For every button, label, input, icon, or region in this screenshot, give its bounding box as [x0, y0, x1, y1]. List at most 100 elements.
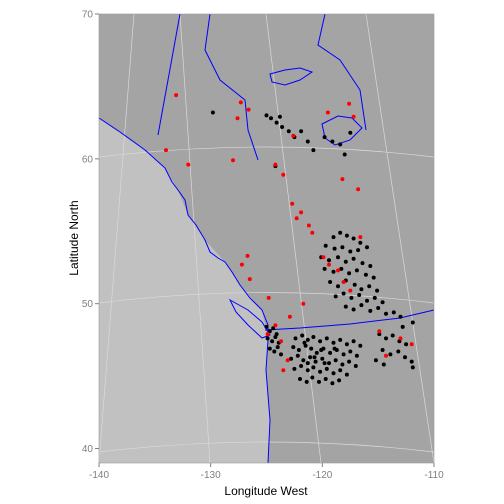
x-tick-label: -140	[89, 470, 109, 481]
data-point-black	[302, 340, 307, 345]
data-point-black	[398, 314, 403, 319]
data-point-red	[351, 114, 356, 119]
data-point-black	[318, 369, 323, 374]
data-point-black	[372, 295, 377, 300]
data-point-black	[327, 361, 331, 366]
data-point-black	[348, 130, 353, 135]
data-point-red	[273, 162, 278, 167]
data-point-black	[359, 287, 364, 292]
data-point-black	[319, 348, 324, 352]
data-point-black	[299, 364, 304, 368]
data-point-red	[266, 295, 271, 300]
alaska-yukon-border	[157, 13, 181, 136]
data-point-black	[360, 261, 365, 266]
plot-panel-border	[98, 13, 435, 464]
data-point-black	[368, 308, 373, 313]
data-point-black	[344, 372, 349, 377]
data-point-black	[359, 303, 364, 308]
data-point-black	[311, 148, 316, 153]
data-point-black	[331, 340, 336, 345]
data-point-red	[299, 210, 304, 215]
graticule-lat-50	[98, 292, 435, 304]
data-point-red	[327, 262, 331, 267]
data-point-black	[403, 355, 407, 360]
data-point-black	[323, 377, 328, 381]
data-point-red	[336, 268, 340, 273]
great-slave-lake	[269, 67, 314, 86]
data-point-black	[336, 255, 340, 260]
data-point-black	[275, 345, 280, 350]
data-point-black	[324, 366, 329, 371]
data-point-black	[339, 266, 344, 271]
data-point-red	[294, 216, 299, 221]
data-point-black	[340, 362, 345, 367]
data-point-black	[305, 337, 310, 342]
data-point-red	[231, 158, 235, 163]
data-point-black	[323, 243, 328, 248]
data-point-black	[301, 358, 306, 363]
data-point-black	[311, 365, 316, 370]
data-point-black	[292, 366, 297, 371]
data-point-black	[348, 349, 353, 354]
data-point-black	[304, 379, 309, 384]
data-point-black	[365, 245, 369, 250]
data-point-black	[332, 246, 337, 251]
data-point-red	[377, 329, 382, 334]
data-point-black	[324, 336, 329, 341]
data-point-black	[264, 324, 269, 329]
data-point-black	[271, 326, 276, 331]
y-tick-label: 60	[82, 154, 94, 165]
data-point-black	[343, 259, 348, 264]
data-point-black	[309, 346, 314, 351]
great-bear-lake	[321, 115, 363, 146]
data-point-black	[267, 329, 272, 334]
data-point-black	[327, 258, 331, 263]
data-point-black	[352, 282, 357, 287]
data-point-black	[367, 284, 372, 289]
data-point-black	[336, 284, 340, 289]
data-point-black	[338, 230, 343, 235]
data-point-black	[404, 342, 409, 347]
data-point-red	[281, 172, 286, 177]
data-point-black	[317, 379, 321, 384]
data-point-black	[333, 358, 338, 363]
data-point-black	[351, 236, 356, 241]
data-point-red	[341, 280, 346, 284]
data-point-black	[295, 353, 300, 358]
data-point-black	[289, 356, 294, 361]
data-point-black	[265, 336, 270, 341]
data-point-black	[381, 362, 386, 367]
data-point-black	[305, 368, 310, 373]
data-point-red	[186, 162, 191, 167]
data-point-black	[391, 310, 396, 315]
data-point-black	[375, 288, 380, 293]
data-point-black	[300, 333, 305, 338]
data-point-black	[322, 135, 327, 140]
data-point-black	[267, 346, 272, 351]
data-point-black	[299, 129, 304, 134]
graticule-lon-120	[265, 13, 322, 464]
data-point-black	[358, 240, 363, 245]
data-point-red	[247, 277, 252, 282]
data-point-black	[400, 324, 405, 329]
data-point-red	[246, 107, 251, 112]
data-point-black	[357, 293, 362, 297]
data-point-black	[337, 378, 342, 383]
data-point-black	[280, 125, 285, 129]
data-point-red	[325, 110, 330, 115]
data-points	[164, 93, 415, 386]
data-point-red	[273, 323, 278, 328]
data-point-black	[351, 307, 356, 312]
data-point-black	[291, 345, 296, 350]
data-point-black	[264, 113, 269, 118]
data-point-red	[358, 235, 363, 240]
data-point-black	[365, 298, 369, 303]
data-point-black	[363, 272, 368, 277]
data-point-black	[410, 365, 415, 370]
data-point-black	[311, 335, 316, 339]
data-point-black	[342, 152, 347, 157]
data-point-black	[358, 343, 363, 348]
nunavut-border	[317, 13, 367, 131]
data-point-black	[351, 256, 356, 261]
